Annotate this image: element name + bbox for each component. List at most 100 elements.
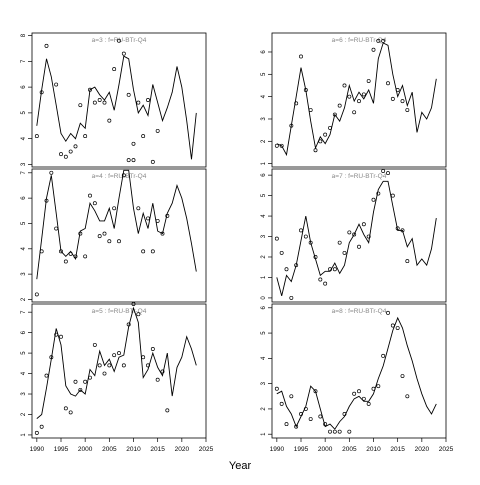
data-point — [376, 38, 381, 43]
data-point — [63, 259, 68, 264]
panel-title: a=8 : f=RU-BTr-Q4 — [332, 308, 387, 315]
x-tick-label: 2010 — [126, 446, 141, 453]
data-point — [97, 363, 102, 368]
data-point — [88, 193, 92, 198]
data-point — [34, 430, 39, 435]
data-point — [289, 295, 294, 300]
data-point — [342, 83, 347, 88]
x-tick-label: 2025 — [199, 446, 214, 453]
y-tick-label: 2 — [261, 255, 267, 259]
data-point — [131, 158, 136, 163]
data-point — [102, 371, 107, 376]
data-point — [332, 429, 337, 434]
data-point — [332, 112, 337, 117]
data-point — [54, 332, 59, 337]
data-point — [155, 218, 160, 223]
data-point — [97, 234, 102, 239]
data-point — [136, 312, 141, 317]
data-point — [73, 144, 78, 149]
data-point — [400, 374, 405, 379]
data-point — [352, 110, 357, 115]
data-point — [274, 236, 279, 241]
data-point — [39, 424, 44, 429]
data-point — [92, 342, 97, 347]
y-tick-label: 4 — [261, 356, 267, 360]
data-point — [155, 377, 160, 382]
y-tick-label: 1 — [261, 432, 267, 436]
data-point — [405, 259, 410, 264]
panel-title: a=7 : f=RU-BTr-Q4 — [332, 173, 387, 180]
data-point — [97, 98, 102, 102]
data-point — [371, 197, 376, 202]
data-point — [68, 251, 73, 256]
panel-2: a=6 : f=RU-BTr-Q4 1 2 3 4 5 6 — [261, 32, 447, 168]
data-point — [400, 99, 405, 104]
y-tick-label: 5 — [261, 193, 267, 197]
data-point — [117, 38, 121, 43]
panel-frame — [271, 168, 447, 303]
data-point — [160, 231, 165, 236]
x-tick-label: 2005 — [102, 446, 117, 453]
data-point — [39, 249, 44, 254]
y-tick-label: 4 — [21, 371, 27, 375]
data-point — [44, 373, 49, 378]
data-point — [141, 249, 146, 254]
panel-6: a=8 : f=RU-BTr-Q4 1 2 3 4 5 6 1990 1995 2000 2005 2… — [261, 303, 454, 453]
data-point — [395, 87, 400, 92]
data-point — [303, 406, 308, 411]
panel-frame — [31, 32, 207, 168]
data-point — [39, 90, 44, 95]
data-point — [361, 92, 366, 97]
y-tick-label: 5 — [21, 221, 27, 225]
data-point — [361, 222, 366, 227]
panel-4: a=7 : f=RU-BTr-Q4 0 1 2 3 4 5 6 — [261, 168, 447, 303]
data-point — [352, 391, 357, 396]
y-tick-label: 5 — [21, 351, 27, 355]
data-point — [63, 406, 68, 411]
data-point — [386, 81, 390, 86]
data-point — [289, 394, 294, 399]
data-point — [112, 67, 117, 72]
data-point — [121, 363, 126, 368]
y-tick-label: 3 — [261, 234, 267, 238]
data-point — [150, 159, 155, 164]
y-tick-label: 2 — [21, 297, 27, 301]
data-point — [136, 100, 141, 105]
data-point — [405, 394, 410, 399]
data-point — [386, 310, 390, 315]
y-tick-label: 6 — [21, 85, 27, 89]
x-tick-label: 2025 — [439, 446, 454, 453]
data-point — [112, 353, 117, 358]
data-point — [160, 369, 165, 374]
x-tick-label: 2020 — [415, 446, 430, 453]
data-point — [357, 99, 361, 104]
data-point — [347, 230, 352, 235]
data-point — [59, 334, 63, 339]
data-point — [337, 429, 342, 434]
y-tick-label: 1 — [261, 161, 267, 165]
data-point — [337, 240, 342, 245]
series-line — [36, 169, 197, 280]
x-tick-label: 1990 — [30, 446, 45, 453]
data-point — [59, 249, 63, 254]
data-point — [308, 108, 313, 113]
y-tick-label: 3 — [261, 381, 267, 385]
data-point — [49, 170, 54, 175]
data-point — [279, 401, 284, 406]
y-tick-label: 5 — [261, 331, 267, 335]
data-point — [294, 263, 299, 268]
data-point — [131, 302, 136, 306]
data-point — [318, 139, 323, 144]
data-point — [390, 193, 395, 198]
data-point — [381, 353, 386, 358]
data-point — [34, 134, 39, 139]
data-point — [73, 254, 78, 259]
y-tick-label: 3 — [21, 392, 27, 396]
data-point — [366, 401, 371, 406]
data-point — [44, 198, 49, 203]
y-tick-label: 3 — [261, 117, 267, 121]
y-tick-label: 1 — [21, 433, 27, 437]
data-point — [274, 143, 279, 148]
series-line — [276, 316, 437, 430]
